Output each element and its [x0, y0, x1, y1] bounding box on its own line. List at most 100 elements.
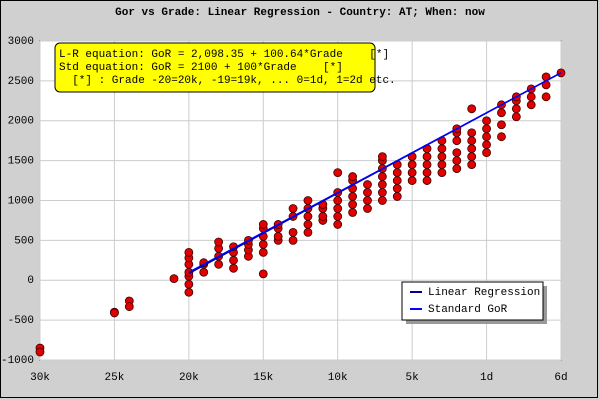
point	[377, 152, 387, 162]
x-tick-label: 10k	[328, 372, 348, 384]
annotation-line: L-R equation: GoR = 2,098.35 + 100.64*Gr…	[59, 49, 389, 61]
point	[333, 168, 343, 177]
point	[348, 192, 358, 201]
annotation: L-R equation: GoR = 2,098.35 + 100.64*Gr…	[54, 42, 396, 93]
point	[437, 144, 447, 154]
point	[452, 156, 462, 166]
annotation-line: [*] : Grade -20=20k, -19=19k, ... 0=1d, …	[59, 75, 396, 87]
point	[392, 168, 402, 177]
point	[303, 212, 313, 221]
point	[303, 220, 313, 229]
point	[482, 148, 491, 158]
y-tick-label: 500	[14, 235, 34, 247]
point	[363, 188, 372, 197]
point	[318, 212, 328, 221]
y-tick-label: 2000	[8, 116, 34, 128]
point	[258, 269, 268, 279]
point	[333, 204, 343, 213]
y-tick-label: 1500	[8, 156, 34, 168]
point	[511, 104, 521, 114]
point	[511, 112, 521, 122]
point	[422, 152, 432, 162]
point	[333, 212, 343, 221]
legend-label: Standard GoR	[428, 304, 508, 316]
point	[497, 108, 506, 118]
point	[392, 176, 402, 185]
point	[333, 220, 343, 229]
y-tick-label: -500	[8, 315, 34, 327]
point	[377, 196, 387, 205]
point	[348, 208, 358, 217]
point	[169, 274, 179, 284]
point	[110, 308, 119, 318]
point	[407, 168, 417, 177]
point	[184, 279, 194, 289]
point	[452, 136, 462, 146]
point	[437, 168, 447, 177]
point	[407, 176, 417, 185]
point	[199, 267, 209, 277]
x-tick-label: 15k	[253, 372, 273, 384]
x-tick-label: 30k	[30, 372, 50, 384]
x-tick-label: 6d	[554, 372, 567, 384]
annotation-line: Std equation: GoR = 2100 + 100*Grade [*]	[59, 62, 343, 74]
point	[497, 120, 506, 130]
point	[467, 128, 477, 138]
point	[363, 180, 372, 189]
y-tick-label: 0	[27, 275, 34, 287]
point	[452, 164, 462, 174]
point	[363, 204, 372, 213]
point	[437, 152, 447, 162]
point	[467, 160, 477, 170]
point	[467, 152, 477, 162]
point	[303, 196, 313, 205]
y-tick-label: -1000	[1, 355, 34, 367]
marks	[35, 68, 566, 357]
legend-box	[401, 281, 544, 321]
point	[258, 239, 268, 249]
point	[288, 204, 298, 213]
point	[526, 100, 536, 110]
point	[348, 200, 358, 209]
point	[482, 132, 491, 142]
point	[467, 104, 477, 114]
point	[214, 259, 224, 269]
point	[407, 160, 417, 170]
point	[422, 168, 432, 177]
x-tick-label: 20k	[179, 372, 199, 384]
point	[229, 263, 238, 273]
point	[497, 132, 506, 142]
point	[452, 148, 462, 158]
legend-label: Linear Regression	[428, 287, 540, 299]
point	[422, 160, 432, 170]
legend: Linear Regression Standard GoR	[401, 281, 547, 324]
point	[214, 237, 224, 247]
point	[482, 140, 491, 150]
x-tick-label: 5k	[406, 372, 420, 384]
point	[35, 347, 45, 357]
point	[258, 247, 268, 257]
point	[526, 92, 536, 102]
point	[437, 160, 447, 170]
point	[184, 287, 194, 297]
annotation-box	[54, 42, 376, 93]
point	[288, 235, 298, 245]
point	[258, 220, 268, 229]
point	[348, 172, 358, 181]
point	[273, 231, 283, 241]
point	[184, 247, 194, 257]
point	[377, 172, 387, 181]
x-tick-label: 25k	[105, 372, 125, 384]
point	[392, 184, 402, 193]
point	[467, 144, 477, 154]
point	[303, 227, 313, 237]
point	[392, 192, 402, 201]
x-tick-label: 1d	[480, 372, 493, 384]
point	[482, 116, 491, 126]
y-tick-label: 1000	[8, 195, 34, 207]
point	[422, 176, 432, 185]
point	[377, 180, 387, 189]
point	[541, 92, 551, 102]
